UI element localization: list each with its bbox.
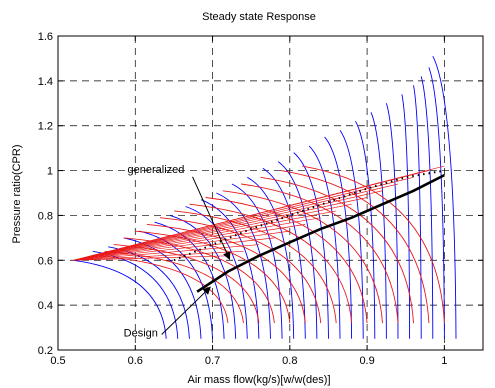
chart-title: Steady state Response	[202, 11, 316, 23]
x-tick-label: 0.6	[128, 355, 143, 367]
red-speed-line	[146, 223, 306, 324]
blue-speed-line	[123, 237, 202, 339]
design-operating-line	[196, 173, 445, 293]
red-speed-line	[104, 250, 244, 324]
annotations: generalized Design	[124, 164, 231, 340]
blue-speed-line	[355, 120, 376, 339]
red-cross-line	[73, 190, 383, 261]
y-tick-label: 0.4	[38, 300, 53, 312]
y-tick-label: 1.6	[38, 31, 53, 43]
red-cross-line	[73, 224, 306, 261]
blue-speed-line	[385, 103, 399, 339]
annotation-label: Design	[124, 328, 158, 340]
blue-speed-line	[73, 259, 167, 339]
blue-speed-line	[339, 129, 364, 339]
blue-speed-line	[432, 55, 457, 339]
red-speed-line	[159, 217, 322, 324]
blue-speed-lines	[73, 55, 457, 339]
blue-speed-line	[262, 167, 306, 339]
blue-speed-line	[277, 161, 318, 339]
blue-speed-line	[308, 145, 341, 339]
x-tick-label: 0.5	[50, 355, 65, 367]
blue-speed-line	[428, 67, 445, 339]
blue-speed-line	[200, 199, 260, 339]
y-axis-label: Pressure ratio(CPR)	[11, 144, 23, 243]
x-tick-label: 0.9	[359, 355, 374, 367]
blue-speed-line	[293, 152, 329, 339]
red-speed-line	[280, 170, 430, 324]
y-tick-label: 0.6	[38, 255, 53, 267]
red-speed-line	[222, 190, 383, 324]
blue-speed-line	[247, 176, 295, 339]
red-cross-line	[73, 176, 414, 261]
red-cross-line	[73, 237, 275, 261]
x-tick-label: 0.7	[205, 355, 220, 367]
annotation-label: generalized	[128, 164, 185, 176]
red-cross-line	[73, 217, 321, 261]
red-cross-line	[73, 203, 352, 261]
red-cross-line	[73, 244, 259, 261]
plot-frame	[57, 35, 484, 351]
blue-speed-line	[420, 76, 434, 339]
red-speed-line	[205, 197, 368, 324]
y-tick-label: 0.8	[38, 210, 53, 222]
y-tick-label: 1	[47, 166, 53, 178]
red-speed-line	[174, 210, 337, 324]
y-tick-label: 1.2	[38, 121, 53, 133]
blue-speed-line	[185, 206, 248, 339]
annotation-arrow	[161, 286, 211, 335]
red-speed-line	[260, 176, 414, 324]
y-tick-label: 0.2	[38, 345, 53, 357]
red-speed-line	[302, 165, 445, 324]
annotation-arrow	[192, 176, 231, 261]
red-cross-line	[73, 165, 445, 261]
axis-ticks: 0.5 0.6 0.7 0.8 0.9 1 0.2 0.4 0.6 0.8 1 1.2 1.4 1.6	[38, 31, 483, 367]
red-speed-lines	[73, 165, 445, 324]
red-speed-line	[189, 203, 353, 324]
blue-speed-line	[138, 230, 213, 339]
red-cross-line	[73, 210, 337, 261]
blue-speed-line	[370, 112, 387, 339]
blue-speed-line	[401, 94, 411, 339]
red-cross-line	[73, 250, 244, 261]
grid-lines	[58, 36, 483, 350]
blue-speed-line	[413, 85, 422, 339]
y-tick-label: 1.4	[38, 76, 53, 88]
red-cross-line	[73, 230, 290, 261]
x-tick-label: 0.8	[282, 355, 297, 367]
blue-speed-line	[324, 136, 353, 339]
red-cross-line	[73, 197, 368, 261]
red-cross-line	[73, 255, 229, 261]
operating-lines	[173, 169, 445, 293]
red-speed-line	[241, 183, 399, 324]
x-tick-label: 1	[441, 355, 447, 367]
x-axis-label: Air mass flow(kg/s)[w/w(des)]	[187, 374, 330, 386]
